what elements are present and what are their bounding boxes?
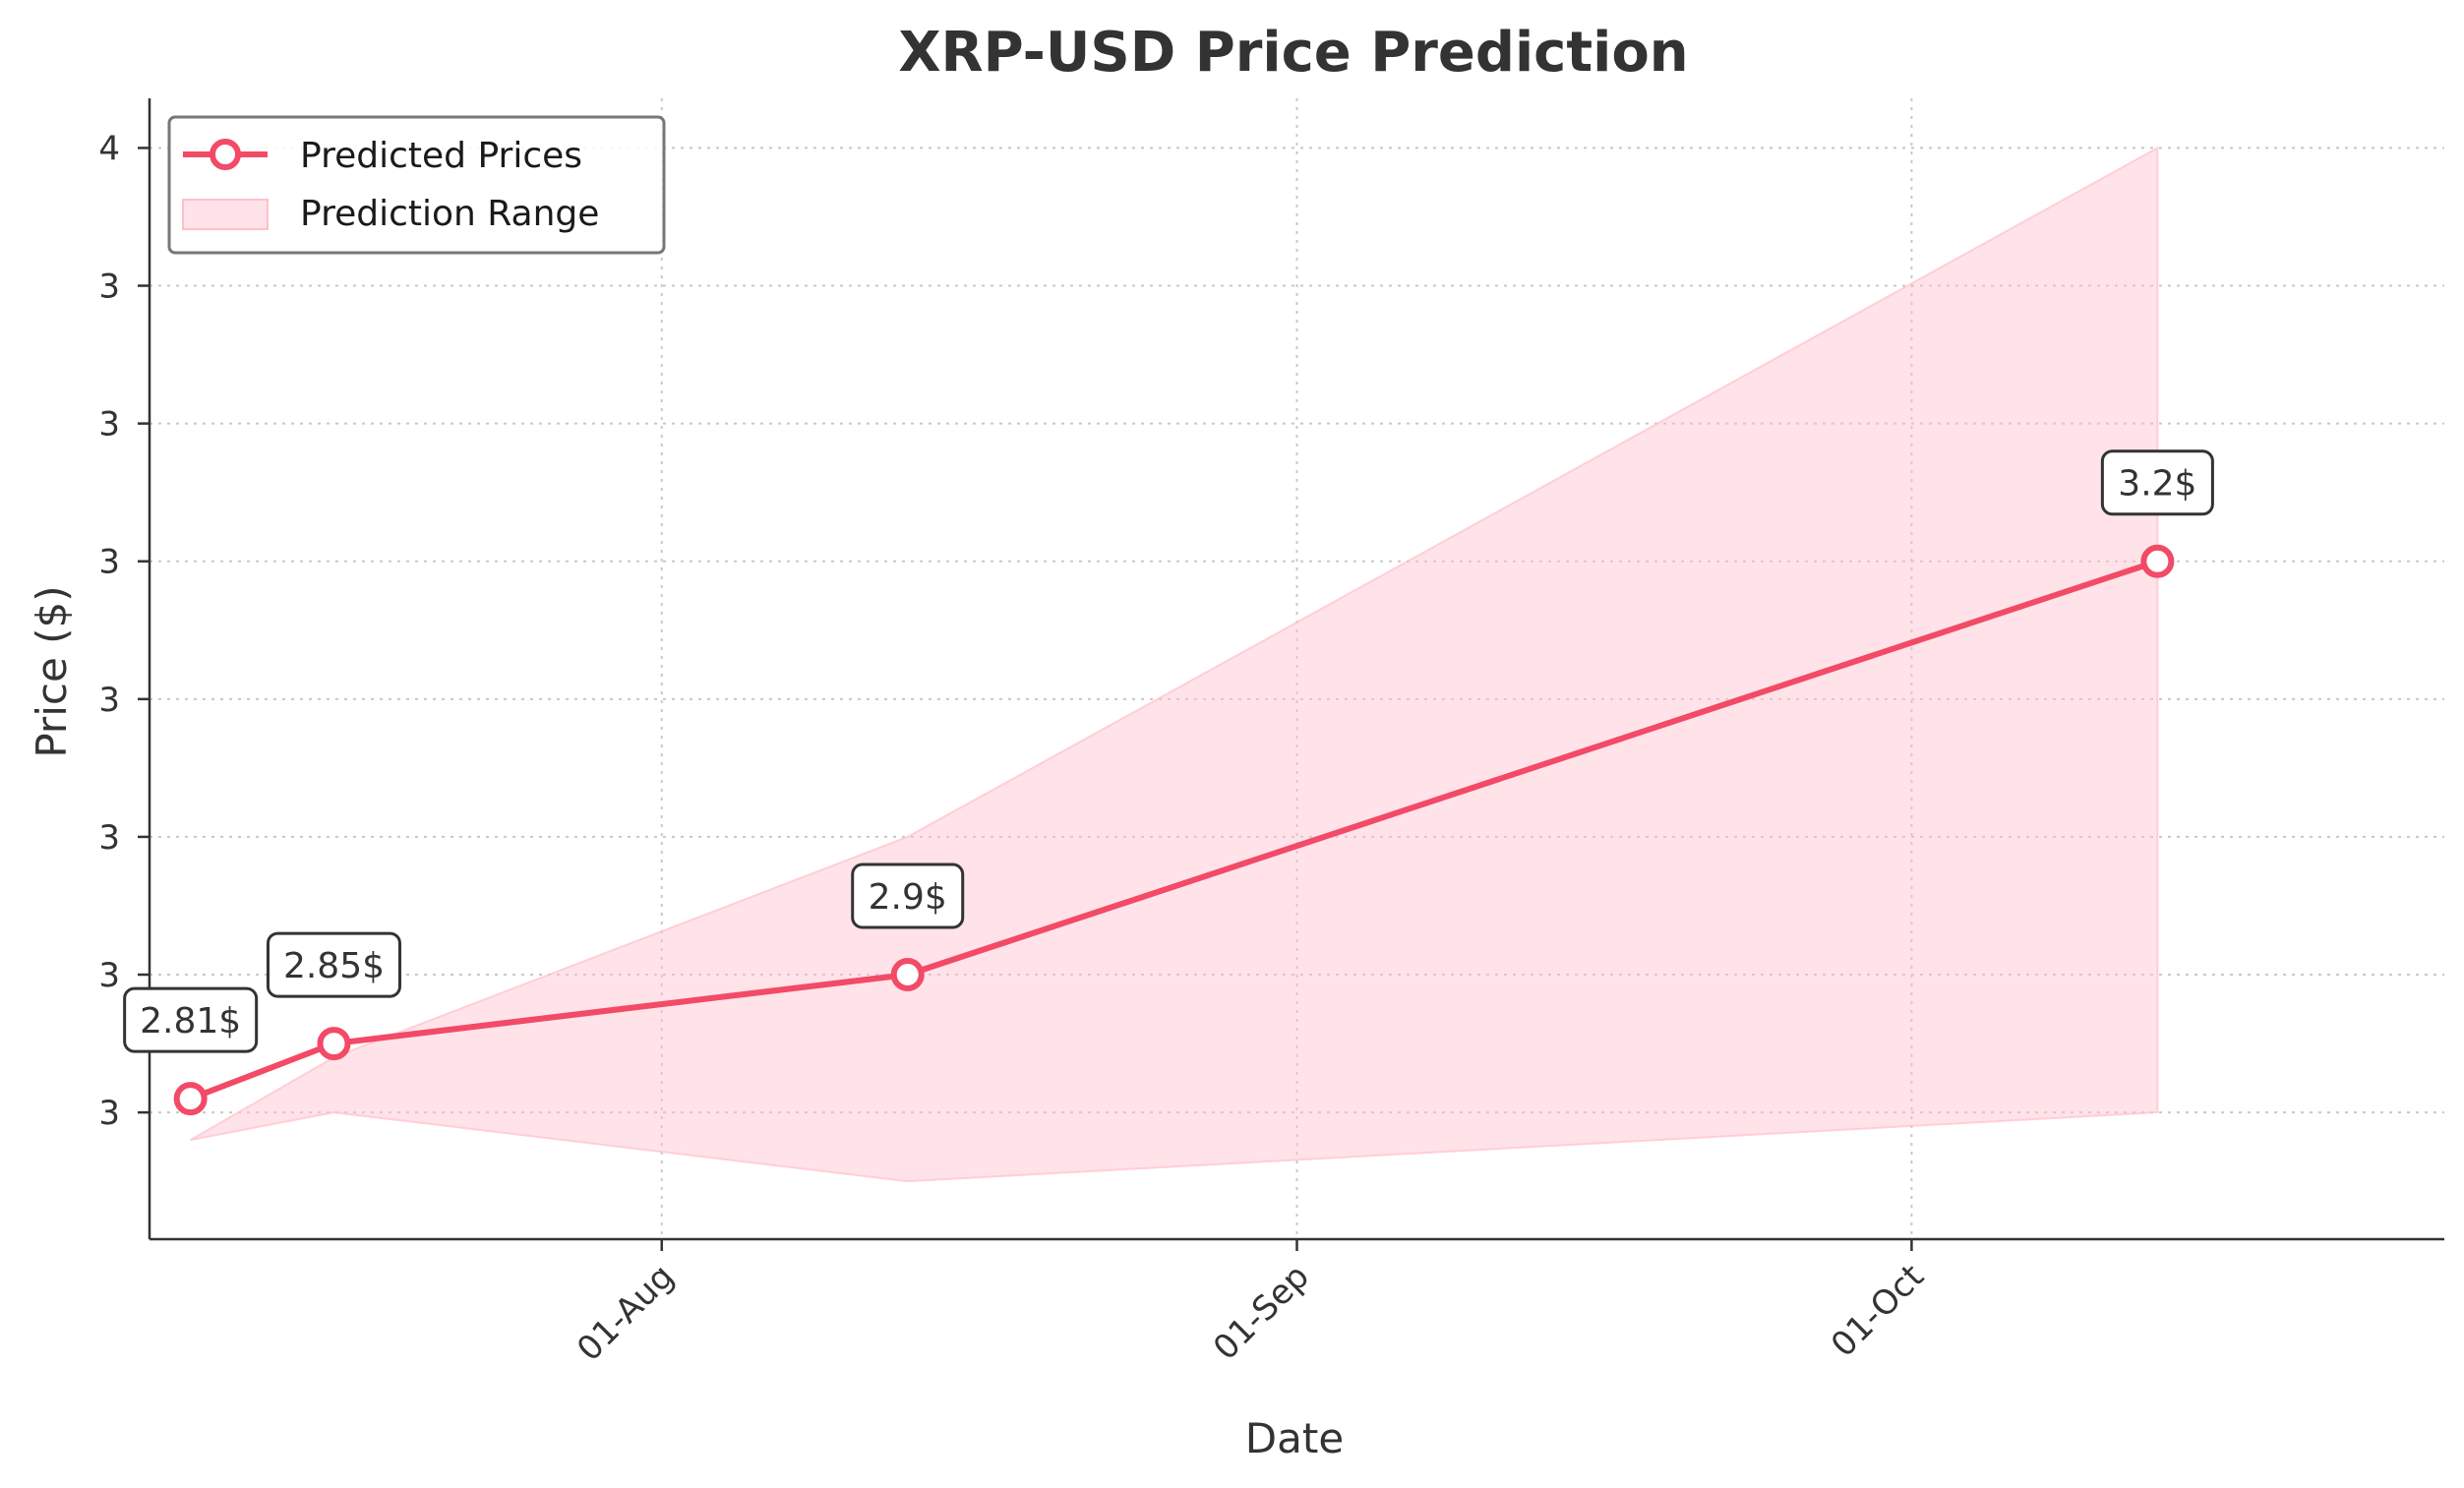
data-label-box-2 [851, 863, 965, 929]
data-point-0 [173, 1082, 208, 1116]
data-label-1: 2.85$ [283, 946, 385, 986]
data-label-2: 2.9$ [869, 877, 947, 918]
data-point-1 [317, 1027, 351, 1061]
y-tick-label-7: 4 [98, 129, 120, 168]
y-tick-label-4: 3 [98, 543, 120, 582]
legend-range-swatch [182, 199, 269, 230]
y-tick-label-6: 3 [98, 268, 120, 307]
y-tick-label-5: 3 [98, 405, 120, 445]
data-point-3 [2140, 544, 2175, 578]
data-label-box-1 [266, 931, 401, 998]
prediction-range-area [190, 146, 2159, 1183]
x-axis-label: Date [1245, 1414, 1344, 1462]
series-layer [173, 544, 2175, 1116]
labels-layer: 2.81$ 2.85$ 2.9$ 3.2$ [123, 449, 2214, 1053]
y-axis-label: Price ($) [28, 585, 76, 757]
range-layer [190, 146, 2159, 1183]
data-label-0: 2.81$ [140, 1001, 241, 1042]
y-tick-label-0: 3 [98, 1094, 120, 1133]
data-label-3: 3.2$ [2118, 464, 2196, 505]
data-point-2 [890, 958, 925, 992]
y-tick-label-1: 3 [98, 956, 120, 995]
legend-label-predicted: Predicted Prices [300, 136, 582, 176]
grid-layer [150, 98, 2444, 1239]
y-tick-label-2: 3 [98, 818, 120, 858]
data-label-box-3 [2100, 449, 2214, 516]
chart-title: XRP-USD Price Prediction [898, 21, 1688, 85]
legend: Predicted Prices Prediction Range [167, 115, 666, 255]
data-label-box-0 [123, 986, 259, 1053]
legend-label-range: Prediction Range [300, 194, 599, 234]
y-tick-label-3: 3 [98, 681, 120, 720]
legend-marker-swatch [210, 139, 241, 170]
predicted-prices-line [189, 558, 2159, 1101]
legend-box [167, 115, 666, 255]
